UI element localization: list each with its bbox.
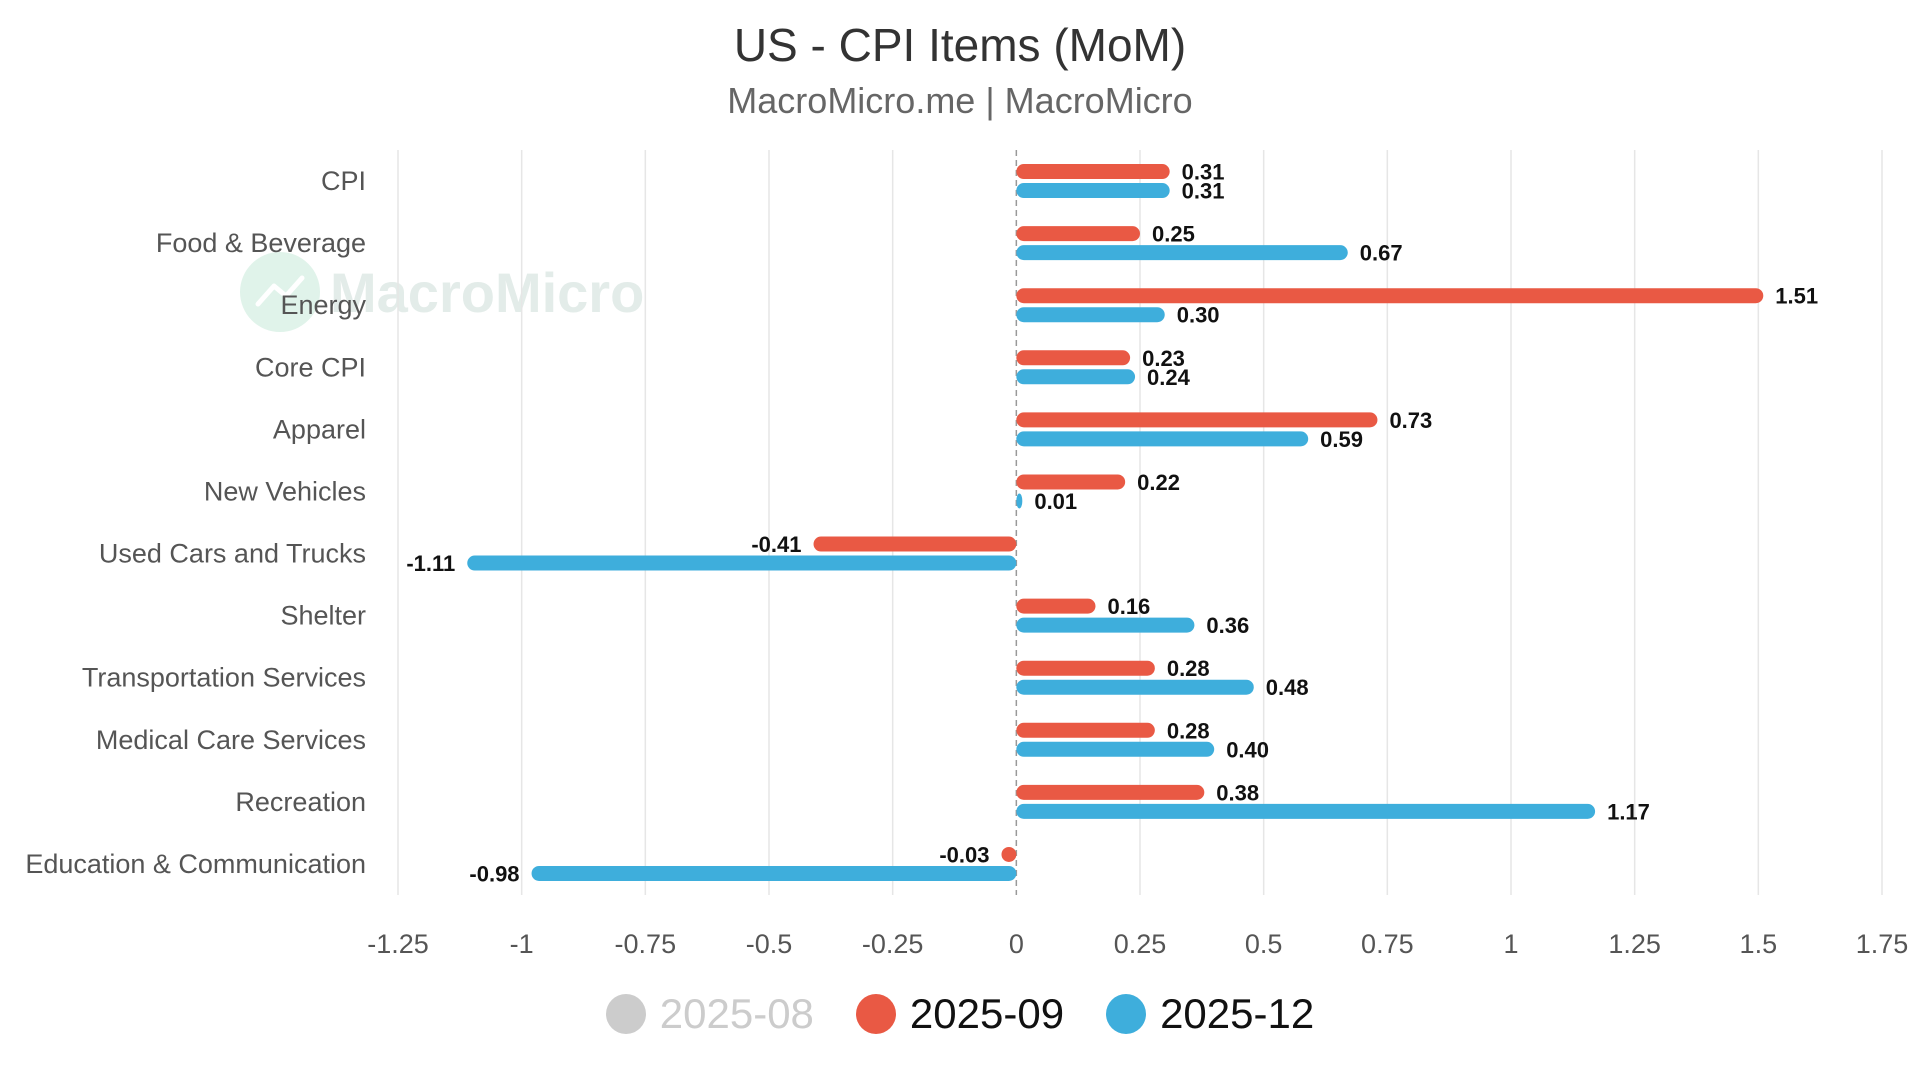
x-tick-label: 1 (1503, 929, 1518, 959)
bar-2025-09[interactable] (1016, 350, 1131, 366)
bar-2025-09[interactable] (1016, 288, 1764, 304)
legend-dot-icon (1106, 994, 1147, 1034)
bar-2025-09[interactable] (1001, 846, 1017, 862)
x-tick-label: 0.25 (1114, 929, 1167, 959)
category-label: New Vehicles (204, 476, 366, 506)
category-label: Used Cars and Trucks (99, 539, 366, 569)
legend-label: 2025-08 (659, 990, 814, 1037)
legend-label: 2025-09 (909, 990, 1065, 1037)
bar-2025-12[interactable] (1016, 617, 1195, 633)
data-label: 0.16 (1107, 594, 1150, 619)
data-label: 0.23 (1142, 346, 1185, 371)
legend-item-2025-08[interactable]: 2025-08 (605, 990, 814, 1038)
bar-2025-12[interactable] (1016, 493, 1023, 509)
x-tick-label: -0.5 (746, 929, 793, 959)
bar-2025-12[interactable] (1016, 245, 1348, 261)
x-tick-label: 1.5 (1740, 929, 1778, 959)
bar-2025-09[interactable] (1016, 598, 1096, 614)
x-tick-label: 1.25 (1608, 929, 1661, 959)
category-label: CPI (321, 166, 366, 196)
data-label: 1.17 (1607, 799, 1650, 824)
x-tick-label: -0.75 (615, 929, 677, 959)
legend-item-2025-09[interactable]: 2025-09 (855, 990, 1065, 1038)
bar-2025-09[interactable] (1016, 722, 1155, 738)
x-tick-label: -1 (510, 929, 534, 959)
data-label: 0.22 (1137, 470, 1180, 495)
category-label: Medical Care Services (96, 725, 366, 755)
data-label: 0.40 (1226, 737, 1269, 762)
watermark-text: MacroMicro (330, 261, 644, 324)
category-label: Shelter (280, 601, 366, 631)
bar-2025-12[interactable] (1016, 369, 1136, 385)
data-label: 0.31 (1182, 179, 1225, 204)
data-label: -0.98 (469, 861, 519, 886)
data-label: -0.03 (939, 842, 989, 867)
legend-dot-icon (855, 994, 896, 1034)
bar-2025-09[interactable] (813, 536, 1017, 552)
data-label: 0.30 (1177, 303, 1220, 328)
category-label: Food & Beverage (156, 228, 366, 258)
data-label: 0.28 (1167, 718, 1210, 743)
legend-dot-icon (605, 994, 646, 1034)
chart-subtitle: MacroMicro.me | MacroMicro (727, 80, 1193, 121)
x-tick-label: -0.25 (862, 929, 924, 959)
data-label: -0.41 (751, 532, 801, 557)
chart-title: US - CPI Items (MoM) (733, 19, 1187, 71)
category-label: Recreation (235, 787, 366, 817)
category-label: Transportation Services (82, 663, 366, 693)
category-label: Apparel (273, 414, 366, 444)
legend-item-2025-12[interactable]: 2025-12 (1106, 990, 1314, 1038)
data-label: 0.24 (1147, 365, 1191, 390)
category-label: Education & Communication (25, 849, 366, 879)
data-label: 1.51 (1775, 284, 1818, 309)
bar-2025-12[interactable] (1016, 307, 1165, 323)
data-label: 0.38 (1216, 780, 1259, 805)
legend-label: 2025-12 (1160, 990, 1315, 1037)
data-label: 0.01 (1034, 489, 1077, 514)
chart-legend: 2025-08 2025-09 2025-12 (0, 990, 1920, 1038)
bar-2025-12[interactable] (1016, 803, 1596, 819)
bar-2025-12[interactable] (467, 555, 1017, 571)
category-label: Energy (280, 290, 366, 320)
data-label: 0.36 (1206, 613, 1249, 638)
x-tick-label: 0.5 (1245, 929, 1283, 959)
data-label: 0.25 (1152, 222, 1195, 247)
watermark-trend-icon (255, 275, 305, 307)
x-tick-label: 1.75 (1856, 929, 1909, 959)
data-label: 0.31 (1182, 160, 1225, 185)
data-label: -1.11 (406, 551, 455, 576)
bar-2025-12[interactable] (1016, 183, 1170, 199)
data-label: 0.48 (1266, 675, 1309, 700)
data-label: 0.67 (1360, 241, 1403, 266)
category-label: Core CPI (255, 352, 366, 382)
bar-2025-09[interactable] (1016, 474, 1126, 490)
x-tick-label: 0 (1009, 929, 1024, 959)
bar-2025-09[interactable] (1016, 226, 1140, 242)
bar-2025-09[interactable] (1016, 412, 1378, 428)
x-tick-label: 0.75 (1361, 929, 1414, 959)
bar-2025-12[interactable] (531, 865, 1017, 881)
bar-2025-12[interactable] (1016, 679, 1254, 695)
bar-2025-12[interactable] (1016, 741, 1215, 757)
data-label: 0.28 (1167, 656, 1210, 681)
bar-2025-09[interactable] (1016, 660, 1155, 676)
data-label: 0.73 (1389, 408, 1432, 433)
bar-2025-09[interactable] (1016, 784, 1205, 800)
bar-2025-09[interactable] (1016, 164, 1170, 180)
x-tick-label: -1.25 (367, 929, 429, 959)
data-label: 0.59 (1320, 427, 1363, 452)
bar-2025-12[interactable] (1016, 431, 1309, 447)
